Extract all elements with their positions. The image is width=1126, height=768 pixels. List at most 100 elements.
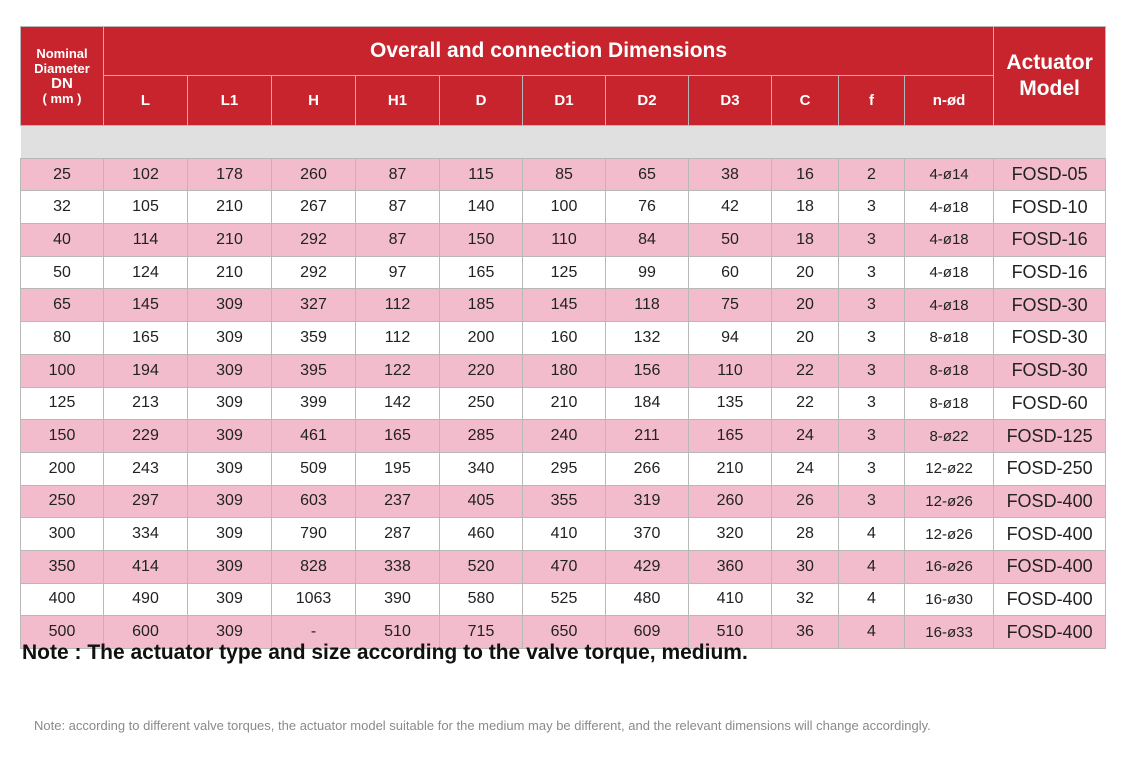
cell-h: 1063: [271, 582, 356, 617]
cell-dn: 400: [20, 582, 104, 617]
cell-dn: 65: [20, 288, 104, 323]
cell-h1: 195: [355, 451, 440, 486]
cell-nd: 4-ø18: [903, 223, 995, 257]
cell-h1: 122: [355, 353, 440, 388]
cell-dn: 40: [20, 223, 104, 257]
cell-l: 194: [103, 353, 188, 388]
cell-model: FOSD-16: [993, 223, 1107, 257]
cell-c: 24: [771, 451, 839, 486]
cell-d: 520: [439, 549, 523, 584]
cell-d1: 470: [522, 549, 606, 584]
cell-c: 22: [771, 386, 839, 421]
dn-label-line3: DN: [51, 75, 73, 92]
table-row: 25 102 178 260 87 115 85 65 38 16 2 4-ø14 FOSD-05: [20, 157, 1107, 192]
cell-f: 4: [838, 549, 905, 584]
cell-d1: 110: [522, 223, 606, 257]
cell-dn: 200: [20, 451, 104, 486]
cell-model: FOSD-30: [993, 353, 1107, 388]
cell-d2: 480: [605, 582, 689, 617]
cell-l1: 309: [187, 386, 272, 421]
cell-d1: 240: [522, 419, 606, 453]
cell-l: 145: [103, 288, 188, 323]
cell-d1: 180: [522, 353, 606, 388]
cell-l: 165: [103, 321, 188, 355]
cell-d1: 145: [522, 288, 606, 323]
cell-l1: 309: [187, 517, 272, 551]
cell-nd: 8-ø18: [903, 353, 995, 388]
cell-l: 334: [103, 517, 188, 551]
cell-l: 105: [103, 190, 188, 225]
cell-model: FOSD-30: [993, 288, 1107, 323]
cell-c: 24: [771, 419, 839, 453]
cell-nd: 8-ø18: [903, 321, 995, 355]
col-header-l1: L1: [187, 75, 272, 126]
cell-d: 460: [439, 517, 523, 551]
cell-d: 115: [439, 157, 523, 192]
col-header-l: L: [103, 75, 188, 126]
table-row: 65 145 309 327 112 185 145 118 75 20 3 4-ø18 FOSD-30: [20, 288, 1107, 323]
cell-d1: 410: [522, 517, 606, 551]
nominal-diameter-header: Nominal Diameter DN ( mm ): [20, 26, 104, 126]
cell-model: FOSD-05: [993, 157, 1107, 192]
cell-c: 30: [771, 549, 839, 584]
cell-h1: 97: [355, 255, 440, 290]
cell-dn: 300: [20, 517, 104, 551]
cell-dn: 150: [20, 419, 104, 453]
cell-d2: 319: [605, 484, 689, 519]
cell-d2: 65: [605, 157, 689, 192]
table-row: 100 194 309 395 122 220 180 156 110 22 3 8-ø18 FOSD-…: [20, 353, 1107, 388]
cell-l1: 309: [187, 549, 272, 584]
table-row: 80 165 309 359 112 200 160 132 94 20 3 8-ø18 FOSD-30: [20, 321, 1107, 355]
cell-nd: 16-ø26: [903, 549, 995, 584]
cell-h: 260: [271, 157, 356, 192]
cell-nd: 4-ø18: [903, 190, 995, 225]
cell-nd: 4-ø18: [903, 255, 995, 290]
cell-f: 3: [838, 255, 905, 290]
cell-c: 16: [771, 157, 839, 192]
cell-h: 399: [271, 386, 356, 421]
cell-model: FOSD-400: [993, 484, 1107, 519]
cell-l: 102: [103, 157, 188, 192]
cell-c: 20: [771, 321, 839, 355]
col-header-h: H: [271, 75, 356, 126]
cell-l1: 210: [187, 255, 272, 290]
cell-dn: 80: [20, 321, 104, 355]
cell-d3: 110: [688, 353, 772, 388]
table-header: Nominal Diameter DN ( mm ) Overall and c…: [20, 26, 1107, 126]
cell-d3: 75: [688, 288, 772, 323]
cell-h1: 87: [355, 223, 440, 257]
actuator-label-line2: Model: [1019, 77, 1080, 100]
cell-c: 28: [771, 517, 839, 551]
table-row: 150 229 309 461 165 285 240 211 165 24 3 8-ø22 FOSD-…: [20, 419, 1107, 453]
cell-dn: 250: [20, 484, 104, 519]
cell-d: 150: [439, 223, 523, 257]
cell-l: 297: [103, 484, 188, 519]
cell-l: 243: [103, 451, 188, 486]
cell-f: 4: [838, 517, 905, 551]
cell-f: 3: [838, 288, 905, 323]
cell-d2: 99: [605, 255, 689, 290]
cell-d: 715: [439, 615, 523, 649]
cell-d1: 295: [522, 451, 606, 486]
cell-d1: 125: [522, 255, 606, 290]
cell-nd: 4-ø14: [903, 157, 995, 192]
cell-f: 3: [838, 451, 905, 486]
cell-h: 359: [271, 321, 356, 355]
cell-h1: 390: [355, 582, 440, 617]
cell-c: 18: [771, 223, 839, 257]
col-header-d3: D3: [688, 75, 772, 126]
cell-model: FOSD-400: [993, 615, 1107, 649]
table-row: 200 243 309 509 195 340 295 266 210 24 3 12-ø22 FOSD…: [20, 451, 1107, 486]
cell-h1: 142: [355, 386, 440, 421]
actuator-label-line1: Actuator: [1006, 51, 1093, 74]
cell-d: 580: [439, 582, 523, 617]
cell-l1: 178: [187, 157, 272, 192]
cell-l1: 309: [187, 353, 272, 388]
cell-nd: 8-ø22: [903, 419, 995, 453]
cell-c: 20: [771, 288, 839, 323]
cell-nd: 16-ø30: [903, 582, 995, 617]
note-small: Note: according to different valve torqu…: [34, 718, 931, 733]
cell-h: 461: [271, 419, 356, 453]
cell-d3: 210: [688, 451, 772, 486]
cell-l: 124: [103, 255, 188, 290]
